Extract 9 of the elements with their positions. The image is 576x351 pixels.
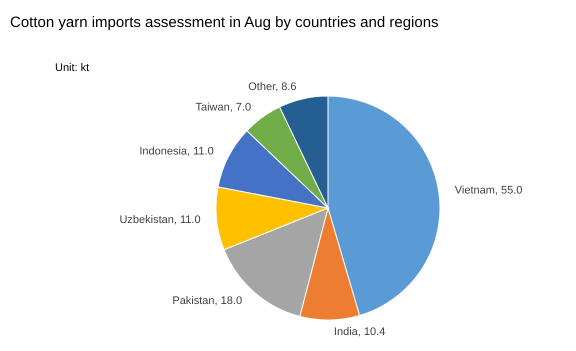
- slice-label: India, 10.4: [334, 326, 386, 338]
- chart-title: Cotton yarn imports assessment in Aug by countries and regions: [10, 14, 439, 31]
- slice-label: Other, 8.6: [248, 81, 297, 94]
- slice-label: Uzbekistan, 11.0: [119, 214, 201, 226]
- slice-label: Pakistan, 18.0: [172, 295, 242, 308]
- slice-label: Indonesia, 11.0: [139, 145, 214, 158]
- slice-label: Vietnam, 55.0: [454, 184, 522, 196]
- slice-label: Taiwan, 7.0: [195, 102, 252, 114]
- text: Unit: kt: [55, 62, 90, 74]
